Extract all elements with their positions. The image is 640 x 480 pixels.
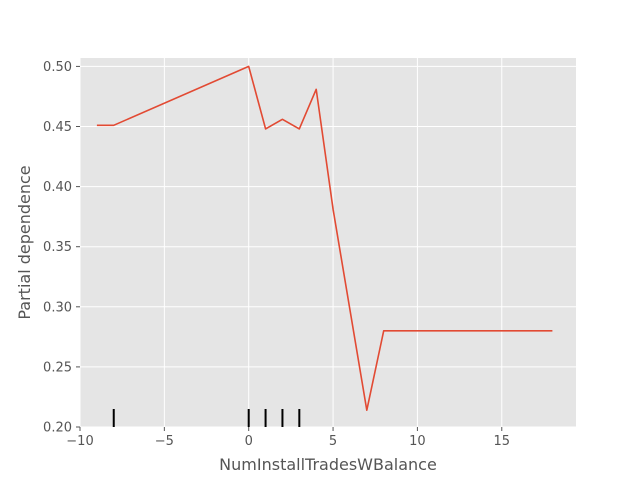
y-tick-label: 0.45 (43, 120, 72, 135)
plot-area (80, 58, 576, 427)
x-tick-label: −10 (66, 434, 93, 449)
grid-lines (79, 58, 576, 428)
y-tick-label: 0.50 (43, 60, 72, 75)
y-tick-label: 0.20 (43, 421, 72, 436)
x-axis-label: NumInstallTradesWBalance (219, 455, 437, 474)
y-tick-label: 0.40 (43, 180, 72, 195)
x-tick-label: 0 (245, 434, 253, 449)
y-axis-ticks: 0.20 0.25 0.30 0.35 0.40 0.45 0.50 (43, 60, 80, 436)
series-lines (96, 65, 553, 412)
y-tick-label: 0.25 (43, 360, 72, 375)
y-axis-label: Partial dependence (15, 165, 34, 319)
x-tick-label: −5 (155, 434, 174, 449)
x-tick-label: 5 (329, 434, 337, 449)
y-tick-label: 0.30 (43, 300, 72, 315)
x-tick-label: 10 (409, 434, 426, 449)
x-tick-label: 15 (493, 434, 510, 449)
series-line (96, 65, 553, 412)
x-axis-ticks: −10 −5 0 5 10 15 (66, 427, 510, 449)
rug-marks (112, 409, 301, 427)
y-tick-label: 0.35 (43, 240, 72, 255)
